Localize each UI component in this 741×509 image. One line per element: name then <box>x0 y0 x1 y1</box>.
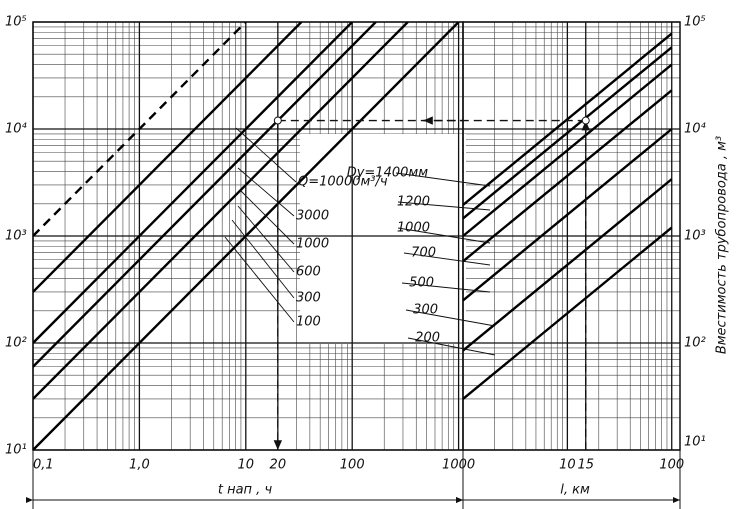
series-line <box>33 22 377 368</box>
y-axis-title: Вместимость трубопровода , м³ <box>715 136 730 354</box>
series-line <box>33 22 303 293</box>
leader-line <box>235 127 297 183</box>
y-tick-label: 10² <box>5 336 27 351</box>
series-label: 600 <box>296 265 321 280</box>
leader-line <box>403 252 491 266</box>
x-tick-label: 10 <box>238 458 255 473</box>
panel: 10¹ 10² 10³ 10⁴ 10⁵ 10 15 100 Dу=1400мм 1200 1000 7… <box>347 15 707 473</box>
series-line <box>33 22 409 400</box>
guide-point <box>273 116 282 125</box>
series-line <box>33 22 247 237</box>
series-line <box>463 63 673 237</box>
x-tick-label: 100 <box>340 458 365 473</box>
guide-point <box>581 116 590 125</box>
series-line <box>33 22 354 344</box>
y-tick-label: 10⁴ <box>684 122 707 137</box>
leader-line <box>397 227 491 244</box>
series-label: 3000 <box>296 209 329 224</box>
leader-line <box>405 309 496 327</box>
y-tick-label: 10³ <box>5 229 27 244</box>
series-label: 100 <box>296 315 321 330</box>
series-label: 1000 <box>397 221 430 236</box>
series-label: Dу=1400мм <box>347 166 428 181</box>
leader-line <box>231 219 295 299</box>
leader-line <box>395 172 491 187</box>
y-tick-label: 10³ <box>684 229 706 244</box>
x-axis-title: l, км <box>560 483 590 498</box>
x-tick-label: 20 <box>270 458 287 473</box>
series-group <box>463 32 673 400</box>
x-tick-label: 1,0 <box>129 458 150 473</box>
series-label: 300 <box>413 303 438 318</box>
y-tick-label: 10⁵ <box>684 15 706 30</box>
series-line <box>463 89 673 263</box>
series-label: 200 <box>415 331 440 346</box>
y-tick-label: 10⁵ <box>5 15 27 30</box>
series-label: Q=10000м³/ч <box>298 175 388 190</box>
leader-line <box>401 282 491 293</box>
leader-line <box>237 205 295 273</box>
series-label: 1200 <box>397 195 430 210</box>
series-label: 300 <box>296 291 321 306</box>
x-tick-label: 10 <box>559 458 576 473</box>
y-tick-label: 10⁴ <box>5 122 28 137</box>
leader-line <box>407 337 496 356</box>
series-label: 1000 <box>296 237 329 252</box>
x-axis-title: t нап , ч <box>218 483 273 498</box>
y-tick-label: 10¹ <box>684 435 706 450</box>
leader-line <box>239 189 295 245</box>
series-line <box>463 226 673 400</box>
series-group <box>33 22 460 450</box>
series-line <box>33 22 460 450</box>
series-line <box>463 46 673 220</box>
series-line <box>463 128 673 302</box>
series-line <box>463 32 673 206</box>
y-tick-label: 10¹ <box>5 443 27 458</box>
leader-line <box>397 201 491 211</box>
series-label: 500 <box>409 276 434 291</box>
x-tick-label: 0,1 <box>33 458 54 473</box>
series-line <box>463 178 673 352</box>
panel: 10¹ 10² 10³ 10⁴ 10⁵ 0,1 1,0 10 20 100 1000 Q=10000м… <box>5 15 475 473</box>
leader-line <box>237 167 295 217</box>
x-tick-label: 15 <box>577 458 594 473</box>
x-tick-label: 1000 <box>442 458 475 473</box>
x-tick-label: 100 <box>659 458 684 473</box>
leader-line <box>224 236 295 323</box>
blank-area <box>300 134 462 344</box>
series-label: 700 <box>411 246 436 261</box>
y-tick-label: 10² <box>684 336 706 351</box>
